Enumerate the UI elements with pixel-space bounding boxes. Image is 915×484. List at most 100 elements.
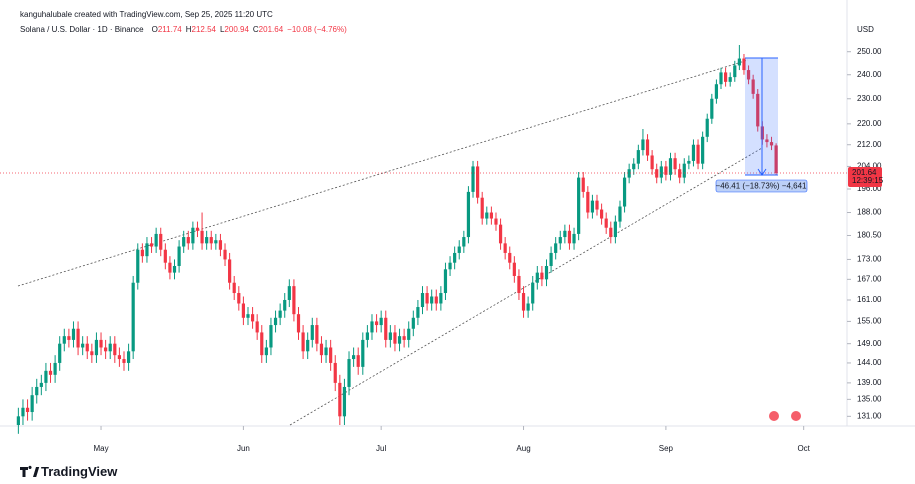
candle-body: [85, 343, 89, 352]
candle-body: [687, 160, 691, 164]
countdown: 12:39:15: [852, 176, 884, 185]
candle-body: [232, 282, 236, 294]
candle-body: [154, 233, 158, 247]
candle-body: [310, 325, 314, 340]
candle-body: [517, 275, 521, 294]
candle-body: [544, 265, 549, 280]
legend-value: 211.74: [158, 25, 182, 34]
candle-body: [508, 252, 512, 263]
candle-body: [131, 282, 135, 352]
candle-body: [384, 317, 388, 340]
candle-body: [195, 227, 200, 231]
candle-body: [531, 282, 535, 304]
candle-body: [673, 158, 677, 170]
price-label-box: [848, 167, 882, 188]
candle-body: [260, 332, 264, 356]
y-tick-label: 240.00: [857, 70, 882, 79]
candle-body: [512, 262, 516, 276]
candle-body: [250, 314, 255, 322]
candle-body: [273, 317, 278, 326]
legend-key: O: [152, 25, 158, 34]
candle-body: [319, 343, 324, 356]
candle-body: [191, 227, 195, 244]
candle-body: [218, 240, 223, 250]
candle-body: [540, 272, 544, 280]
candle-body: [420, 293, 425, 308]
candle-body: [554, 243, 558, 253]
y-tick-label: 149.00: [857, 339, 882, 348]
candle-body: [494, 218, 498, 225]
x-tick-label: May: [93, 444, 108, 453]
candle-body: [590, 200, 595, 213]
candle-body: [577, 177, 581, 234]
candle-body: [306, 339, 310, 352]
candle-body: [44, 370, 48, 383]
y-tick-label: 204.00: [857, 162, 882, 171]
candle-body: [237, 293, 241, 304]
measure-label: −46.41 (−18.73%) −4,641: [716, 182, 808, 191]
legend-key: C: [253, 25, 259, 34]
candle-body: [214, 240, 218, 244]
candle-body: [126, 351, 131, 363]
y-tick-label: 135.00: [857, 394, 882, 403]
candle-body: [269, 325, 273, 348]
symbol-title: Solana / U.S. Dollar · 1D · Binance: [20, 25, 144, 34]
candle-body: [223, 249, 227, 260]
price-label: 201.64: [852, 168, 877, 177]
measure-arrowhead: [757, 168, 767, 176]
candle-body: [443, 269, 448, 294]
candle-body: [356, 355, 360, 367]
y-tick-label: 161.00: [857, 295, 882, 304]
x-tick-label: Aug: [516, 444, 530, 453]
candle-body: [292, 286, 296, 315]
candle-body: [632, 163, 636, 170]
candle-body: [600, 209, 604, 219]
candle-body: [136, 249, 140, 283]
candle-body: [168, 262, 172, 273]
candle-body: [205, 237, 209, 244]
y-tick-label: 167.00: [857, 274, 882, 283]
legend-value: 201.64: [259, 25, 284, 34]
y-tick-label: 230.00: [857, 94, 882, 103]
candle-body: [393, 332, 397, 344]
candle-body: [498, 224, 503, 244]
candle-body: [370, 321, 374, 333]
currency: USD: [857, 25, 874, 34]
x-tick-label: Oct: [797, 444, 810, 453]
candle-body: [241, 303, 245, 318]
candle-body: [25, 407, 30, 413]
candle-body: [352, 355, 356, 360]
candle-body: [140, 249, 144, 257]
candle-body: [200, 230, 204, 244]
candle-body: [691, 144, 696, 161]
candle-body: [737, 58, 741, 66]
candle-body: [94, 339, 99, 356]
y-tick-label: 155.00: [857, 317, 882, 326]
candle-body: [746, 70, 751, 80]
candle-body: [113, 343, 117, 356]
candle-body: [650, 155, 654, 170]
candle-body: [696, 144, 700, 164]
candle-body: [182, 237, 186, 247]
candle-body: [774, 145, 778, 174]
candle-body: [361, 339, 365, 367]
legend-change: −10.08 (−4.76%): [287, 25, 347, 34]
candle-body: [453, 252, 457, 263]
candle-body: [76, 328, 80, 348]
candle-body: [407, 328, 411, 340]
candle-body: [659, 166, 663, 178]
candle-body: [21, 407, 25, 417]
candle-body: [701, 136, 705, 164]
candle-body: [342, 386, 347, 417]
candle-body: [485, 212, 489, 219]
candle-body: [655, 169, 659, 178]
candle-body: [283, 299, 287, 311]
y-tick-label: 139.00: [857, 378, 882, 387]
candle-body: [549, 252, 553, 266]
brand-logo: TradingView: [20, 464, 118, 479]
candle-body: [347, 359, 351, 387]
x-tick-label: Jun: [237, 444, 250, 453]
candle-body: [733, 65, 737, 78]
candle-body: [756, 93, 760, 127]
